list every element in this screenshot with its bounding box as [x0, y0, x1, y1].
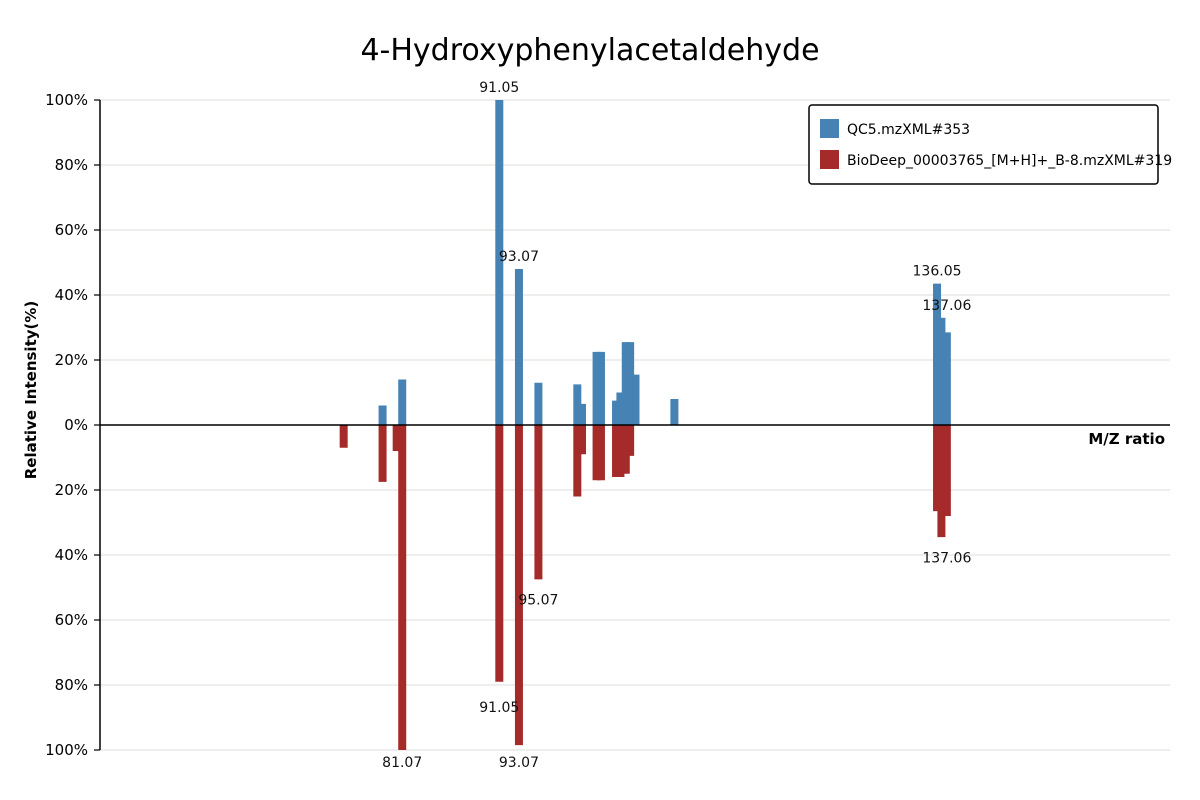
y-tick-label: 40% [55, 286, 88, 304]
query-peak-bar [942, 332, 951, 426]
legend-swatch-reference [820, 150, 839, 169]
reference-peak-bar [534, 425, 543, 580]
y-tick-label: 60% [55, 221, 88, 239]
reference-peak-bar [392, 425, 401, 451]
reference-peak-bar [596, 425, 605, 481]
query-peak-bar [626, 342, 635, 426]
y-tick-label: 20% [55, 481, 88, 499]
reference-peak-bar [514, 425, 523, 746]
grid-lines [100, 99, 1170, 751]
x-axis-label: M/Z ratio [1088, 430, 1165, 448]
peak-label: 137.06 [922, 550, 971, 566]
peak-label: 81.07 [382, 755, 422, 771]
peak-label: 136.05 [913, 264, 962, 280]
reference-peak-bar [577, 425, 586, 455]
legend-swatch-query [820, 119, 839, 138]
y-tick-label: 80% [55, 156, 88, 174]
peak-label: 91.05 [479, 80, 519, 96]
peak-label: 91.05 [479, 700, 519, 716]
reference-peak-bar [937, 425, 946, 538]
peak-label: 137.06 [922, 298, 971, 314]
legend: QC5.mzXML#353 BioDeep_00003765_[M+H]+_B-… [808, 104, 1172, 185]
reference-peak-bar [616, 425, 625, 477]
y-axis-ticks: 100% 80% 60% 40% 20% 0% 20% 40% 60% 80% 100% [45, 91, 100, 759]
query-peak-bar [573, 384, 582, 426]
y-tick-label: 100% [45, 741, 88, 759]
reference-peak-bar [942, 425, 951, 516]
query-peak-bar [398, 379, 407, 425]
query-peak-bar [514, 269, 523, 425]
chart-title: 4-Hydroxyphenylacetaldehyde [360, 33, 819, 68]
query-peak-bar [937, 317, 946, 425]
reference-peak-bar [933, 425, 942, 512]
query-peak-bar [378, 405, 387, 425]
peak-labels: 91.05 93.07 136.05 137.06 95.07 91.05 81.07 93.… [382, 80, 971, 771]
query-peak-bar [534, 382, 543, 425]
peak-label: 95.07 [518, 593, 558, 609]
query-peak-bar [933, 283, 942, 426]
reference-peak-bar [612, 425, 621, 477]
query-peak-bar [621, 342, 630, 426]
reference-peak-bar [621, 425, 630, 474]
query-peak-bar [596, 351, 605, 426]
query-peak-bar [670, 399, 679, 425]
peak-label: 93.07 [499, 755, 539, 771]
query-peak-bar [577, 403, 586, 426]
legend-box [808, 104, 1159, 185]
query-peak-bar [612, 400, 621, 426]
y-tick-label: 40% [55, 546, 88, 564]
reference-peak-bar [592, 425, 601, 481]
y-tick-label: 20% [55, 351, 88, 369]
reference-series-bars [339, 425, 951, 750]
query-series-bars [378, 100, 951, 426]
reference-peak-bar [573, 425, 582, 497]
reference-peak-bar [339, 425, 348, 448]
reference-peak-bar [626, 425, 635, 456]
y-tick-label: 60% [55, 611, 88, 629]
y-tick-label: 80% [55, 676, 88, 694]
query-peak-bar [495, 100, 504, 425]
query-peak-bar [592, 351, 601, 426]
reference-peak-bar [378, 425, 387, 482]
peak-label: 93.07 [499, 249, 539, 265]
reference-peak-bar [398, 425, 407, 750]
legend-label-query: QC5.mzXML#353 [847, 122, 970, 138]
query-peak-bar [631, 374, 640, 426]
reference-peak-bar [495, 425, 504, 682]
y-axis-label: Relative Intensity(%) [22, 301, 40, 480]
query-peak-bar [616, 392, 625, 425]
y-tick-label: 0% [64, 416, 88, 434]
y-tick-label: 100% [45, 91, 88, 109]
legend-label-reference: BioDeep_00003765_[M+H]+_B-8.mzXML#319 [847, 153, 1172, 169]
